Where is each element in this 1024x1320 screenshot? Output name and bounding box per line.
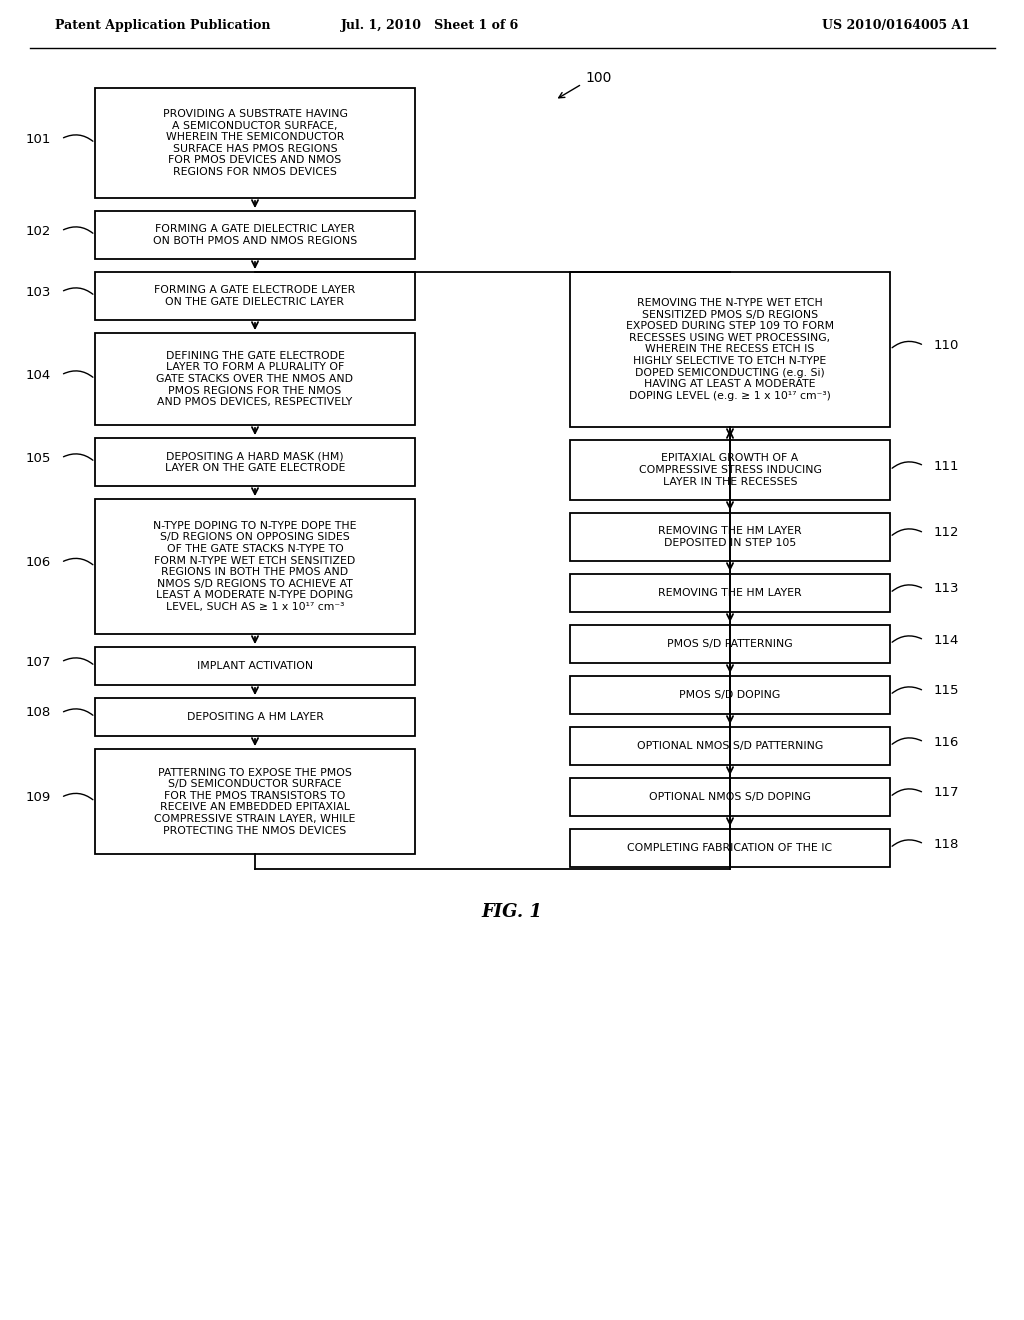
Text: REMOVING THE HM LAYER: REMOVING THE HM LAYER: [658, 587, 802, 598]
Text: 115: 115: [934, 685, 959, 697]
Text: 116: 116: [934, 735, 959, 748]
Text: Patent Application Publication: Patent Application Publication: [55, 18, 270, 32]
FancyBboxPatch shape: [95, 88, 415, 198]
Text: PATTERNING TO EXPOSE THE PMOS
S/D SEMICONDUCTOR SURFACE
FOR THE PMOS TRANSISTORS: PATTERNING TO EXPOSE THE PMOS S/D SEMICO…: [155, 767, 355, 836]
Text: OPTIONAL NMOS S/D DOPING: OPTIONAL NMOS S/D DOPING: [649, 792, 811, 803]
Text: DEPOSITING A HARD MASK (HM)
LAYER ON THE GATE ELECTRODE: DEPOSITING A HARD MASK (HM) LAYER ON THE…: [165, 451, 345, 473]
FancyBboxPatch shape: [570, 574, 890, 612]
Text: DEPOSITING A HM LAYER: DEPOSITING A HM LAYER: [186, 711, 324, 722]
Text: FIG. 1: FIG. 1: [481, 903, 543, 921]
Text: OPTIONAL NMOS S/D PATTERNING: OPTIONAL NMOS S/D PATTERNING: [637, 741, 823, 751]
Text: 108: 108: [26, 706, 51, 719]
Text: Jul. 1, 2010   Sheet 1 of 6: Jul. 1, 2010 Sheet 1 of 6: [341, 18, 519, 32]
FancyBboxPatch shape: [570, 829, 890, 867]
Text: 111: 111: [934, 459, 959, 473]
Text: EPITAXIAL GROWTH OF A
COMPRESSIVE STRESS INDUCING
LAYER IN THE RECESSES: EPITAXIAL GROWTH OF A COMPRESSIVE STRESS…: [639, 453, 821, 487]
Text: US 2010/0164005 A1: US 2010/0164005 A1: [822, 18, 970, 32]
Text: 104: 104: [26, 368, 51, 381]
Text: 105: 105: [26, 451, 51, 465]
Text: 117: 117: [934, 787, 959, 800]
Text: PROVIDING A SUBSTRATE HAVING
A SEMICONDUCTOR SURFACE,
WHEREIN THE SEMICONDUCTOR
: PROVIDING A SUBSTRATE HAVING A SEMICONDU…: [163, 110, 347, 177]
Text: PMOS S/D DOPING: PMOS S/D DOPING: [679, 690, 780, 700]
FancyBboxPatch shape: [95, 748, 415, 854]
FancyBboxPatch shape: [95, 438, 415, 486]
Text: 100: 100: [585, 71, 611, 84]
Text: 114: 114: [934, 634, 959, 647]
FancyBboxPatch shape: [570, 272, 890, 426]
Text: IMPLANT ACTIVATION: IMPLANT ACTIVATION: [197, 661, 313, 671]
Text: REMOVING THE HM LAYER
DEPOSITED IN STEP 105: REMOVING THE HM LAYER DEPOSITED IN STEP …: [658, 527, 802, 548]
Text: 109: 109: [26, 791, 51, 804]
Text: 106: 106: [26, 556, 51, 569]
Text: REMOVING THE N-TYPE WET ETCH
SENSITIZED PMOS S/D REGIONS
EXPOSED DURING STEP 109: REMOVING THE N-TYPE WET ETCH SENSITIZED …: [626, 298, 835, 401]
Text: PMOS S/D PATTERNING: PMOS S/D PATTERNING: [668, 639, 793, 649]
Text: 112: 112: [934, 527, 959, 540]
Text: 102: 102: [26, 224, 51, 238]
FancyBboxPatch shape: [95, 333, 415, 425]
Text: 118: 118: [934, 837, 959, 850]
FancyBboxPatch shape: [570, 777, 890, 816]
Text: FORMING A GATE ELECTRODE LAYER
ON THE GATE DIELECTRIC LAYER: FORMING A GATE ELECTRODE LAYER ON THE GA…: [155, 285, 355, 306]
Text: FORMING A GATE DIELECTRIC LAYER
ON BOTH PMOS AND NMOS REGIONS: FORMING A GATE DIELECTRIC LAYER ON BOTH …: [153, 224, 357, 246]
Text: 107: 107: [26, 656, 51, 668]
FancyBboxPatch shape: [95, 211, 415, 259]
FancyBboxPatch shape: [95, 272, 415, 319]
Text: 101: 101: [26, 132, 51, 145]
Text: COMPLETING FABRICATION OF THE IC: COMPLETING FABRICATION OF THE IC: [628, 843, 833, 853]
Text: 103: 103: [26, 285, 51, 298]
Text: DEFINING THE GATE ELECTRODE
LAYER TO FORM A PLURALITY OF
GATE STACKS OVER THE NM: DEFINING THE GATE ELECTRODE LAYER TO FOR…: [157, 351, 353, 407]
Text: 110: 110: [934, 339, 959, 352]
FancyBboxPatch shape: [95, 499, 415, 634]
FancyBboxPatch shape: [570, 624, 890, 663]
FancyBboxPatch shape: [570, 727, 890, 766]
FancyBboxPatch shape: [570, 676, 890, 714]
Text: 113: 113: [934, 582, 959, 595]
FancyBboxPatch shape: [95, 647, 415, 685]
FancyBboxPatch shape: [570, 440, 890, 500]
FancyBboxPatch shape: [95, 698, 415, 737]
Text: N-TYPE DOPING TO N-TYPE DOPE THE
S/D REGIONS ON OPPOSING SIDES
OF THE GATE STACK: N-TYPE DOPING TO N-TYPE DOPE THE S/D REG…: [154, 521, 356, 612]
FancyBboxPatch shape: [570, 513, 890, 561]
